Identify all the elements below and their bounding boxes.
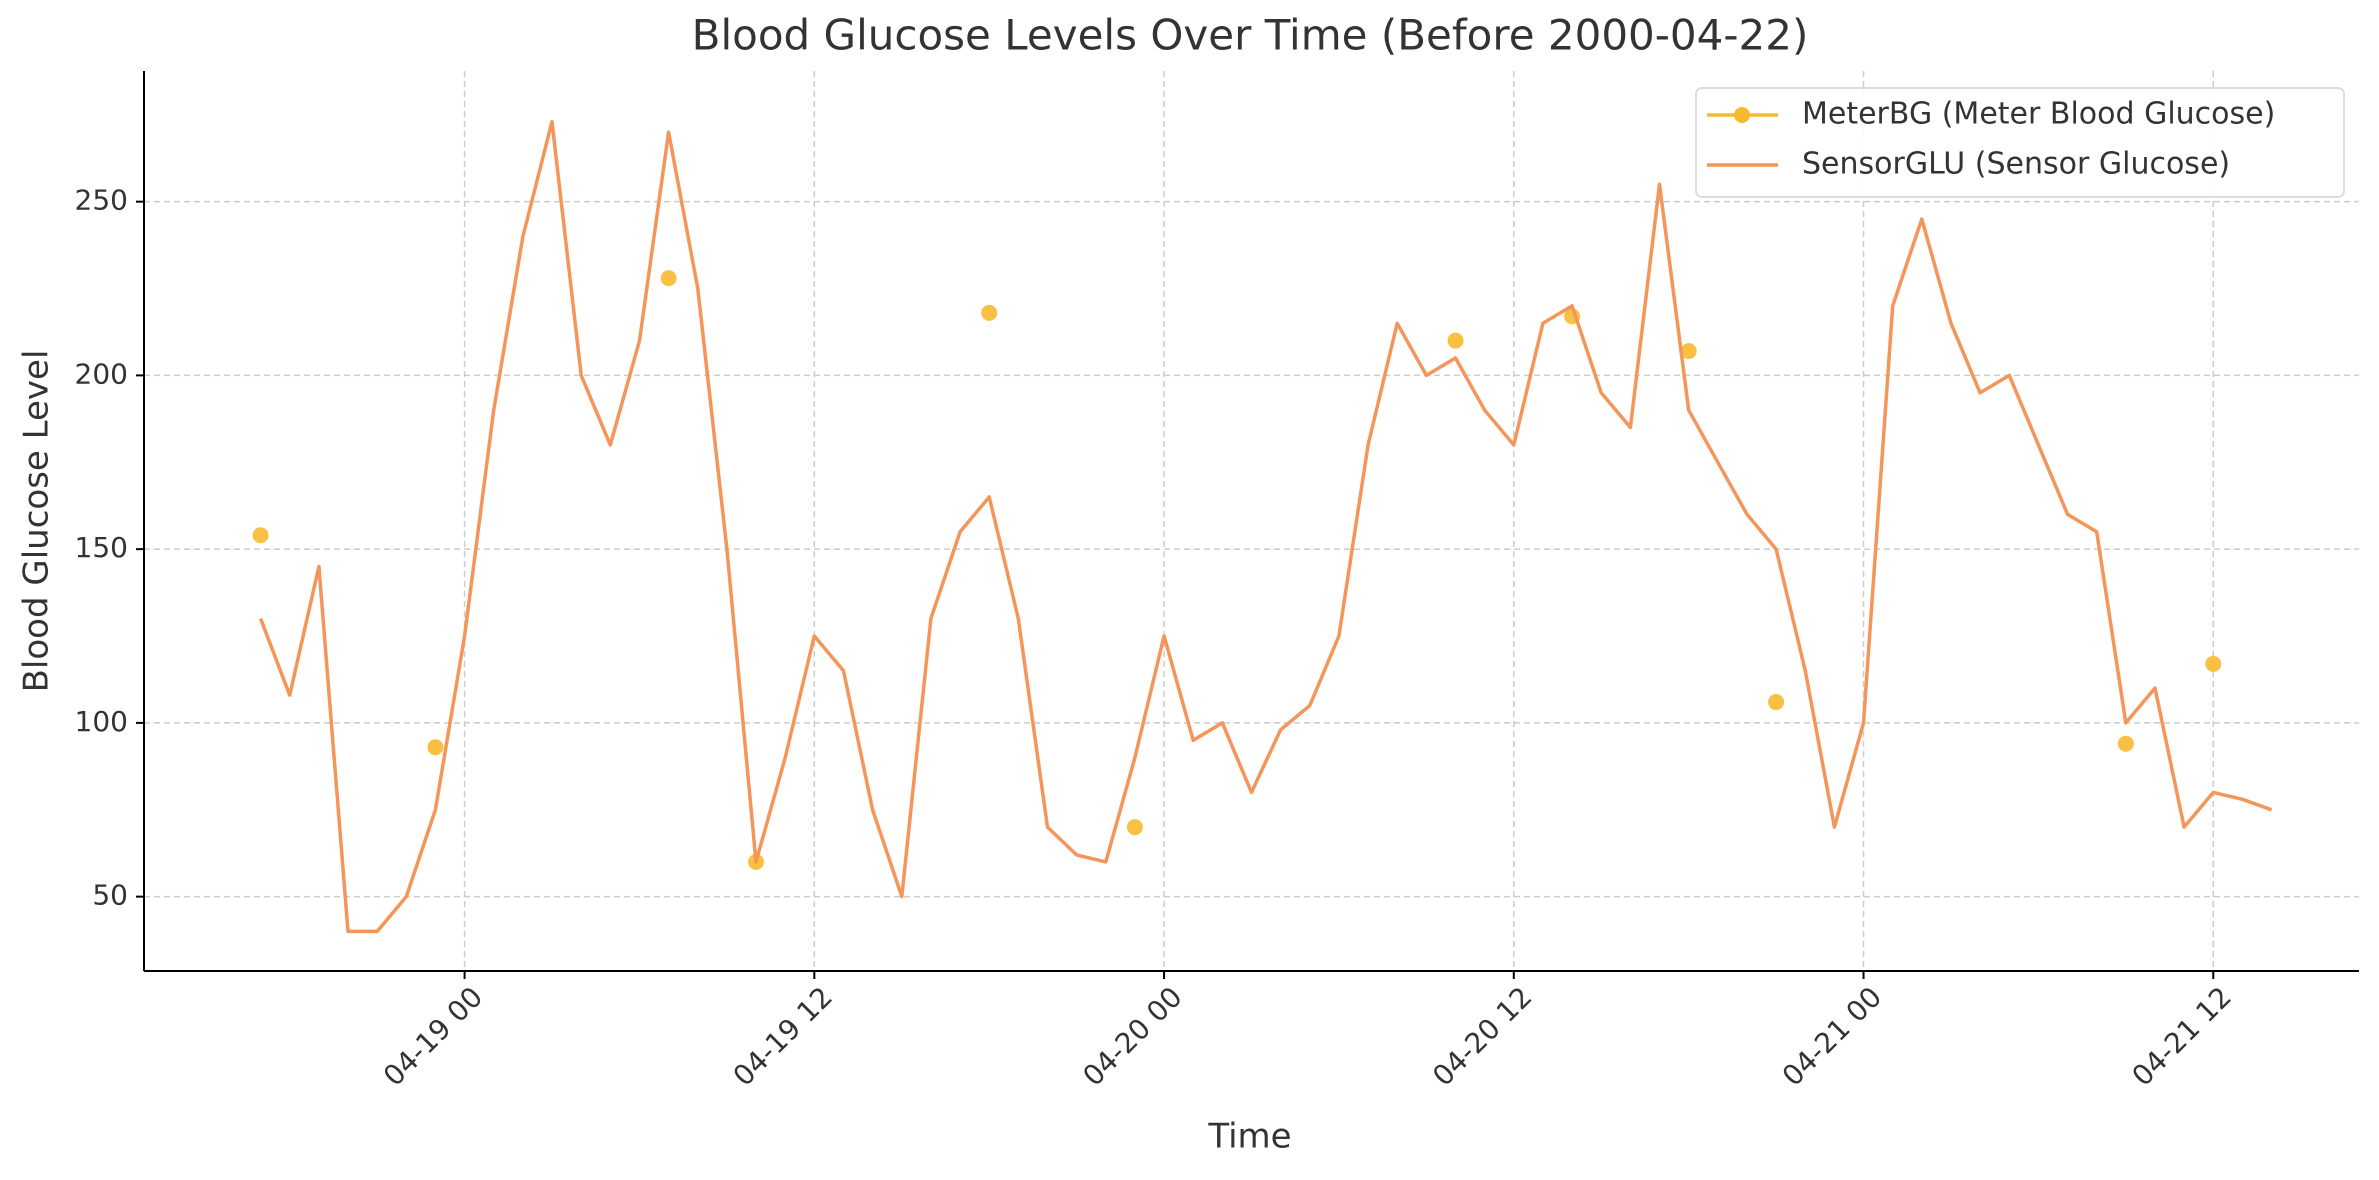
y-tick-label: 150 [75,531,128,564]
y-tick-label: 100 [75,705,128,738]
x-tick-label: 04-20 00 [1076,980,1188,1092]
sensor-line [258,119,2273,934]
legend-box [1695,87,2345,198]
meter-point [981,304,998,321]
y-tick-label: 50 [92,879,128,912]
meter-point [1768,694,1785,711]
y-axis-label: Blood Glucose Level [17,350,57,693]
x-tick-label: 04-19 12 [727,980,839,1092]
meter-point [2205,655,2222,672]
meter-point [1447,332,1464,349]
x-axis-label: Time [1207,1117,1291,1157]
legend-marker [1734,107,1750,123]
x-tick-label: 04-20 12 [1426,980,1538,1092]
meter-point [660,270,677,287]
x-tick-label: 04-21 12 [2126,980,2238,1092]
chart-title: Blood Glucose Levels Over Time (Before 2… [692,11,1809,60]
meter-point [252,527,269,544]
x-tick-label: 04-21 00 [1776,980,1888,1092]
x-tick-label: 04-19 00 [377,980,489,1092]
legend-label: SensorGLU (Sensor Glucose) [1802,147,2230,182]
meter-point [427,739,444,756]
y-tick-label: 200 [75,357,128,390]
legend-label: MeterBG (Meter Blood Glucose) [1802,97,2275,132]
y-tick-label: 250 [75,184,128,217]
meter-point [2117,735,2134,752]
meter-point [1126,819,1143,836]
meter-point [1680,343,1697,360]
